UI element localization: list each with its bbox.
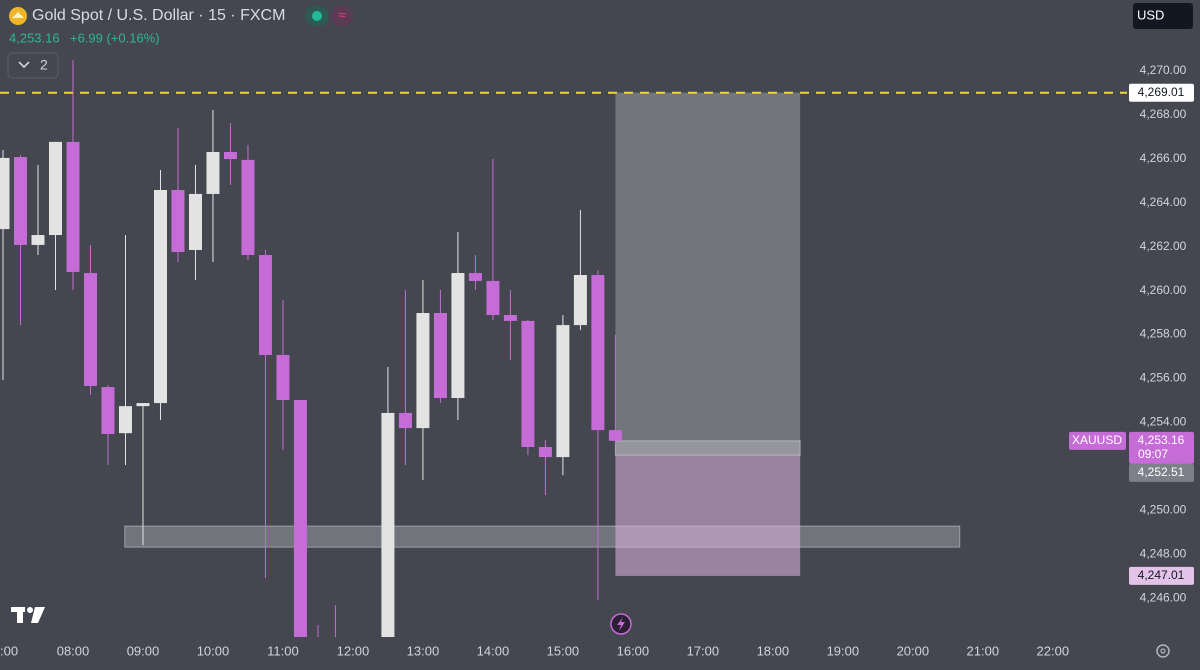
y-tick-label: 4,264.00 xyxy=(1140,195,1187,209)
settings-icon[interactable] xyxy=(1156,644,1170,658)
y-tick-label: 4,250.00 xyxy=(1140,502,1187,516)
candle-body xyxy=(451,273,465,399)
x-tick-label: :00 xyxy=(0,643,18,658)
position-open xyxy=(614,440,801,456)
y-tick-label: 4,248.00 xyxy=(1140,546,1187,560)
market-status-dot xyxy=(312,11,322,21)
candle-body xyxy=(241,159,255,256)
x-tick-label: 20:00 xyxy=(897,643,930,658)
x-tick-label: 22:00 xyxy=(1037,643,1070,658)
candle-body xyxy=(101,387,115,435)
x-tick-label: 15:00 xyxy=(547,643,580,658)
candle-body xyxy=(293,399,307,637)
countdown: 09:07 xyxy=(1138,447,1168,461)
x-tick-label: 11:00 xyxy=(267,643,299,658)
x-tick-label: 13:00 xyxy=(407,643,440,658)
zone xyxy=(124,525,961,548)
candle-body xyxy=(398,412,412,429)
candle-body xyxy=(171,190,185,252)
candle-body xyxy=(0,157,10,230)
price-tag xyxy=(1129,83,1194,102)
x-tick-label: 08:00 xyxy=(57,643,90,658)
candle-body xyxy=(258,255,272,355)
x-tick-label: 12:00 xyxy=(337,643,370,658)
x-tick-label: 19:00 xyxy=(827,643,860,658)
x-tick-label: 17:00 xyxy=(687,643,720,658)
logo-part xyxy=(17,607,23,623)
x-tick-label: 18:00 xyxy=(757,643,790,658)
price-tag-label: 4,269.01 xyxy=(1138,85,1185,99)
candle-body xyxy=(538,446,552,458)
candle-body xyxy=(31,235,45,245)
candle-body xyxy=(573,275,587,326)
symbol-icon-glyph xyxy=(12,12,24,18)
x-tick-label: 14:00 xyxy=(477,643,510,658)
candle-body xyxy=(556,325,570,458)
plot-area xyxy=(0,59,961,637)
candle-body xyxy=(468,273,482,281)
candle-body xyxy=(503,314,517,321)
position-target xyxy=(615,92,801,456)
logo-part xyxy=(31,607,45,623)
y-tick-label: 4,254.00 xyxy=(1140,415,1187,429)
price-tag xyxy=(1129,566,1194,585)
y-tick-label: 4,266.00 xyxy=(1140,151,1187,165)
candle-body xyxy=(14,157,28,245)
candle-body xyxy=(381,412,395,637)
candle-body xyxy=(416,313,430,429)
data-status[interactable] xyxy=(331,6,353,26)
candle-body xyxy=(206,152,220,194)
header-price: 4,253.16 xyxy=(9,30,60,45)
candle-body xyxy=(486,280,500,315)
candle-body xyxy=(276,354,290,400)
currency-button[interactable] xyxy=(1133,3,1193,29)
symbol-tag-label: XAUUSD xyxy=(1072,433,1122,447)
candle-body xyxy=(521,320,535,447)
position-stop xyxy=(615,455,801,576)
indicators-count: 2 xyxy=(40,57,48,73)
event-bolt xyxy=(617,617,625,631)
candle-body xyxy=(118,406,132,434)
chart-title: Gold Spot / U.S. Dollar · 15 · FXCM xyxy=(32,7,285,24)
y-tick-label: 4,268.00 xyxy=(1140,107,1187,121)
logo-part xyxy=(27,607,33,613)
candle-body xyxy=(136,403,150,407)
logo xyxy=(11,607,45,623)
currency-label: USD xyxy=(1137,7,1164,22)
candle-body xyxy=(66,141,80,272)
candle-body xyxy=(83,273,97,386)
candle-body xyxy=(188,193,202,250)
candle-body xyxy=(48,141,62,236)
header-change: +6.99 (+0.16%) xyxy=(70,30,160,45)
candle-body xyxy=(591,275,605,431)
x-tick-label: 16:00 xyxy=(617,643,650,658)
last-price-label: 4,253.16 xyxy=(1138,433,1185,447)
data-status-icon: ≈ xyxy=(338,7,346,23)
candle-body xyxy=(608,430,622,441)
last-price-tag xyxy=(1129,431,1194,464)
y-tick-label: 4,258.00 xyxy=(1140,327,1187,341)
candle-body xyxy=(153,190,167,404)
candle-body xyxy=(433,313,447,399)
x-tick-label: 09:00 xyxy=(127,643,160,658)
x-tick-label: 10:00 xyxy=(197,643,230,658)
chevron xyxy=(18,61,30,69)
y-tick-label: 4,246.00 xyxy=(1140,590,1187,604)
price-tag-label: 4,252.51 xyxy=(1138,465,1185,479)
price-tag-label: 4,247.01 xyxy=(1138,568,1185,582)
x-tick-label: 21:00 xyxy=(967,643,1000,658)
y-tick-label: 4,270.00 xyxy=(1140,63,1187,77)
price-tag xyxy=(1129,463,1194,482)
y-tick-label: 4,262.00 xyxy=(1140,239,1187,253)
y-tick-label: 4,256.00 xyxy=(1140,371,1187,385)
symbol-tag xyxy=(1069,431,1126,450)
settings-icon-center xyxy=(1160,648,1166,654)
y-tick-label: 4,260.00 xyxy=(1140,283,1187,297)
candle-body xyxy=(223,152,237,160)
indicators-toggle[interactable] xyxy=(7,52,59,79)
